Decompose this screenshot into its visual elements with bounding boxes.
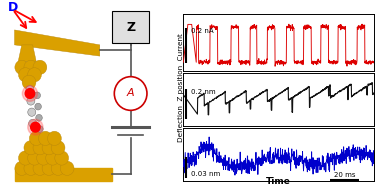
Text: Time: Time [265,177,290,186]
Text: 0.2 nm: 0.2 nm [191,89,215,95]
Circle shape [33,161,47,175]
Circle shape [28,68,41,82]
Circle shape [28,108,36,116]
Circle shape [37,126,43,132]
Text: 0.2 nA: 0.2 nA [191,28,214,34]
Circle shape [51,141,65,155]
Text: Deflection  Z position  Current: Deflection Z position Current [178,33,184,142]
Polygon shape [14,30,100,56]
Circle shape [35,103,41,110]
Circle shape [19,68,32,82]
Circle shape [15,161,29,175]
Circle shape [24,141,38,155]
Circle shape [29,119,37,128]
Polygon shape [18,45,36,62]
Text: 20 ms: 20 ms [334,172,355,178]
Circle shape [22,75,36,89]
Circle shape [31,122,40,132]
Circle shape [28,119,43,135]
Circle shape [26,86,34,94]
Circle shape [28,151,41,165]
Circle shape [42,141,56,155]
Circle shape [34,92,40,99]
Circle shape [27,97,35,105]
Circle shape [60,161,74,175]
Text: 0.03 nm: 0.03 nm [191,171,220,177]
Circle shape [55,151,68,165]
Circle shape [48,131,61,145]
Circle shape [36,114,42,121]
Text: A: A [127,88,135,99]
FancyBboxPatch shape [113,11,149,43]
Circle shape [22,86,37,101]
Text: D: D [8,1,18,14]
Polygon shape [14,168,113,181]
Circle shape [19,151,32,165]
Circle shape [33,141,47,155]
Circle shape [24,161,38,175]
Circle shape [15,60,29,74]
Circle shape [114,77,147,110]
Circle shape [37,151,50,165]
Circle shape [24,60,38,74]
Circle shape [25,89,35,98]
Circle shape [39,131,52,145]
Circle shape [46,151,59,165]
Text: Z: Z [126,21,135,34]
Circle shape [33,60,47,74]
Circle shape [42,161,56,175]
Circle shape [29,131,43,145]
Circle shape [51,161,65,175]
